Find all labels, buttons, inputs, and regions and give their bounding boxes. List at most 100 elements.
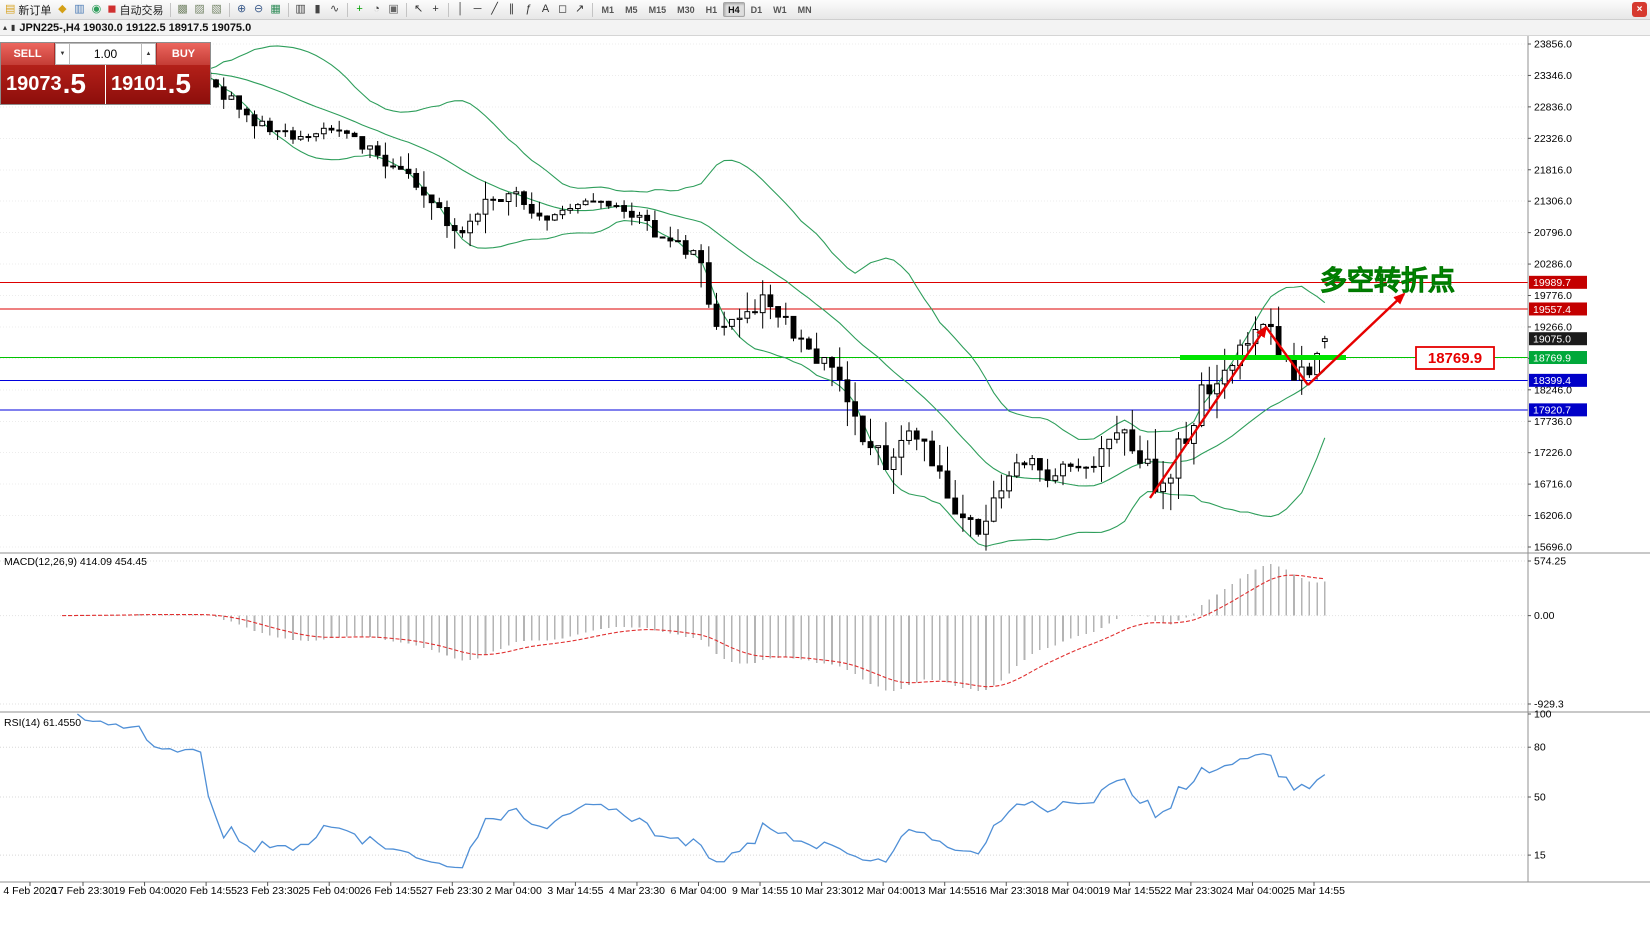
zoom-out-icon: ⊖ bbox=[253, 3, 264, 15]
text-label-button[interactable]: ◻ bbox=[555, 2, 571, 18]
new-order-button-label: 新订单 bbox=[18, 4, 52, 17]
svg-text:22326.0: 22326.0 bbox=[1534, 133, 1572, 145]
charts-profile-button[interactable]: ◆ bbox=[54, 2, 70, 18]
svg-text:19266.0: 19266.0 bbox=[1534, 321, 1572, 333]
timeframe-m1-button[interactable]: M1 bbox=[601, 4, 615, 15]
market-watch-icon: ▥ bbox=[74, 3, 85, 15]
toolbar-separator bbox=[346, 2, 348, 17]
line-chart-icon: ∿ bbox=[329, 3, 340, 15]
svg-text:18769.9: 18769.9 bbox=[1428, 350, 1482, 367]
volume-input[interactable] bbox=[70, 43, 141, 65]
timeframe-h1-button[interactable]: H1 bbox=[705, 4, 718, 15]
volume-decrease-button[interactable]: ▼ bbox=[55, 43, 70, 65]
svg-text:19989.7: 19989.7 bbox=[1533, 277, 1571, 289]
cursor-button[interactable]: ↖ bbox=[411, 2, 427, 18]
svg-text:19557.4: 19557.4 bbox=[1533, 304, 1571, 316]
candlestick-series bbox=[59, 65, 1328, 551]
zoom-in-icon: ⊕ bbox=[236, 3, 247, 15]
price-axis-badge: 18399.4 bbox=[1529, 373, 1587, 387]
horizontal-line-button[interactable]: ─ bbox=[470, 2, 486, 18]
new-chart-button[interactable]: ▩ bbox=[175, 2, 191, 18]
macd-histogram bbox=[68, 563, 1326, 692]
chart-windows-button[interactable]: ▧ bbox=[209, 2, 225, 18]
macd-axis: 574.25 0.00 -929.3 bbox=[1528, 556, 1566, 711]
svg-text:22836.0: 22836.0 bbox=[1534, 101, 1572, 113]
timeframe-m5-button[interactable]: M5 bbox=[625, 4, 638, 15]
toolbar-separator bbox=[405, 2, 407, 17]
vertical-line-button[interactable]: │ bbox=[453, 2, 469, 18]
crosshair-button[interactable]: + bbox=[428, 2, 444, 18]
periods-button[interactable]: ◔ bbox=[369, 2, 385, 18]
timeframe-d1-button[interactable]: D1 bbox=[750, 4, 763, 15]
volume-increase-button[interactable]: ▲ bbox=[141, 43, 156, 65]
turning-point-annotation[interactable]: 多空转折点 bbox=[1320, 265, 1456, 297]
new-order-button[interactable]: ▤ 新订单 bbox=[3, 2, 53, 18]
toolbar-separator bbox=[228, 2, 230, 17]
timeframe-m30-button[interactable]: M30 bbox=[677, 4, 695, 15]
svg-text:2 Mar 04:00: 2 Mar 04:00 bbox=[486, 885, 542, 897]
svg-text:21306.0: 21306.0 bbox=[1534, 196, 1572, 208]
new-chart-icon: ▩ bbox=[177, 3, 188, 15]
arrows-button[interactable]: ↗ bbox=[572, 2, 588, 18]
chart-list-icon: ▨ bbox=[194, 3, 205, 15]
trendline-icon: ╱ bbox=[491, 3, 498, 15]
market-watch-button[interactable]: ▥ bbox=[71, 2, 87, 18]
bollinger-middle-band bbox=[208, 72, 1326, 487]
timeframe-h4-button[interactable]: H4 bbox=[723, 2, 745, 17]
trendline-button[interactable]: ╱ bbox=[487, 2, 503, 18]
text-button[interactable]: A bbox=[538, 2, 554, 18]
chart-titlebar: ▴ ▮ JPN225-,H4 19030.0 19122.5 18917.5 1… bbox=[0, 20, 1650, 36]
svg-text:22 Mar 23:30: 22 Mar 23:30 bbox=[1160, 885, 1222, 897]
svg-text:26 Feb 14:55: 26 Feb 14:55 bbox=[360, 885, 422, 897]
zoom-in-button[interactable]: ⊕ bbox=[234, 2, 250, 18]
fibonacci-button[interactable]: ƒ bbox=[521, 2, 537, 18]
horizontal-level-lines[interactable] bbox=[0, 281, 1528, 411]
svg-text:23346.0: 23346.0 bbox=[1534, 70, 1572, 82]
grid-icon: ▦ bbox=[270, 3, 281, 15]
auto-trading-icon: ◼ bbox=[107, 3, 117, 15]
sell-button[interactable]: SELL bbox=[1, 43, 55, 65]
chart-list-button[interactable]: ▨ bbox=[192, 2, 208, 18]
auto-trading-button[interactable]: ◼ 自动交易 bbox=[105, 2, 165, 18]
svg-text:15: 15 bbox=[1534, 850, 1546, 862]
svg-text:19075.0: 19075.0 bbox=[1533, 334, 1571, 346]
periods-icon: ◔ bbox=[373, 3, 380, 15]
chart-windows-icon: ▧ bbox=[211, 3, 222, 15]
indicators-button[interactable]: + bbox=[352, 2, 368, 18]
timeframe-m15-button[interactable]: M15 bbox=[648, 4, 667, 15]
channel-button[interactable]: ∥ bbox=[504, 2, 520, 18]
toolbar-separator bbox=[591, 2, 593, 17]
rsi-line bbox=[76, 713, 1326, 869]
sell-price[interactable]: 19073 .5 bbox=[1, 65, 105, 104]
sell-price-frac: .5 bbox=[62, 67, 86, 99]
candlestick-chart-icon: ▮ bbox=[314, 3, 321, 15]
grid-button[interactable]: ▦ bbox=[268, 2, 284, 18]
strategy-tester-button[interactable]: ◉ bbox=[88, 2, 104, 18]
toolbar-separator bbox=[287, 2, 289, 17]
price-axis-badge: 18769.9 bbox=[1529, 351, 1587, 364]
line-chart-button[interactable]: ∿ bbox=[327, 2, 343, 18]
templates-icon: ▣ bbox=[388, 3, 399, 15]
svg-text:25 Feb 04:00: 25 Feb 04:00 bbox=[298, 885, 360, 897]
buy-button[interactable]: BUY bbox=[156, 43, 210, 65]
candlestick-chart-button[interactable]: ▮ bbox=[310, 2, 326, 18]
svg-text:15696.0: 15696.0 bbox=[1534, 542, 1572, 554]
vertical-line-icon: │ bbox=[457, 3, 464, 15]
timeframe-mn-button[interactable]: MN bbox=[797, 4, 812, 15]
macd-signal-line bbox=[61, 574, 1325, 688]
trend-arrows[interactable] bbox=[1149, 292, 1406, 499]
community-button[interactable]: × bbox=[1632, 2, 1647, 17]
buy-price[interactable]: 19101 .5 bbox=[106, 65, 210, 104]
price-axis: 23856.0 23346.0 22836.0 22326.0 21816.0 21306… bbox=[1528, 39, 1572, 554]
timeframe-w1-button[interactable]: W1 bbox=[773, 4, 787, 15]
cursor-icon: ↖ bbox=[413, 3, 424, 15]
crosshair-icon: + bbox=[432, 3, 439, 15]
zoom-out-button[interactable]: ⊖ bbox=[251, 2, 267, 18]
svg-text:20286.0: 20286.0 bbox=[1534, 259, 1572, 271]
auto-trading-button-label: 自动交易 bbox=[119, 4, 164, 17]
one-click-collapse-icon[interactable]: ▴ bbox=[3, 23, 8, 32]
bar-chart-button[interactable]: ▥ bbox=[293, 2, 309, 18]
price-tag[interactable]: 18769.9 bbox=[1415, 346, 1495, 370]
templates-button[interactable]: ▣ bbox=[386, 2, 402, 18]
